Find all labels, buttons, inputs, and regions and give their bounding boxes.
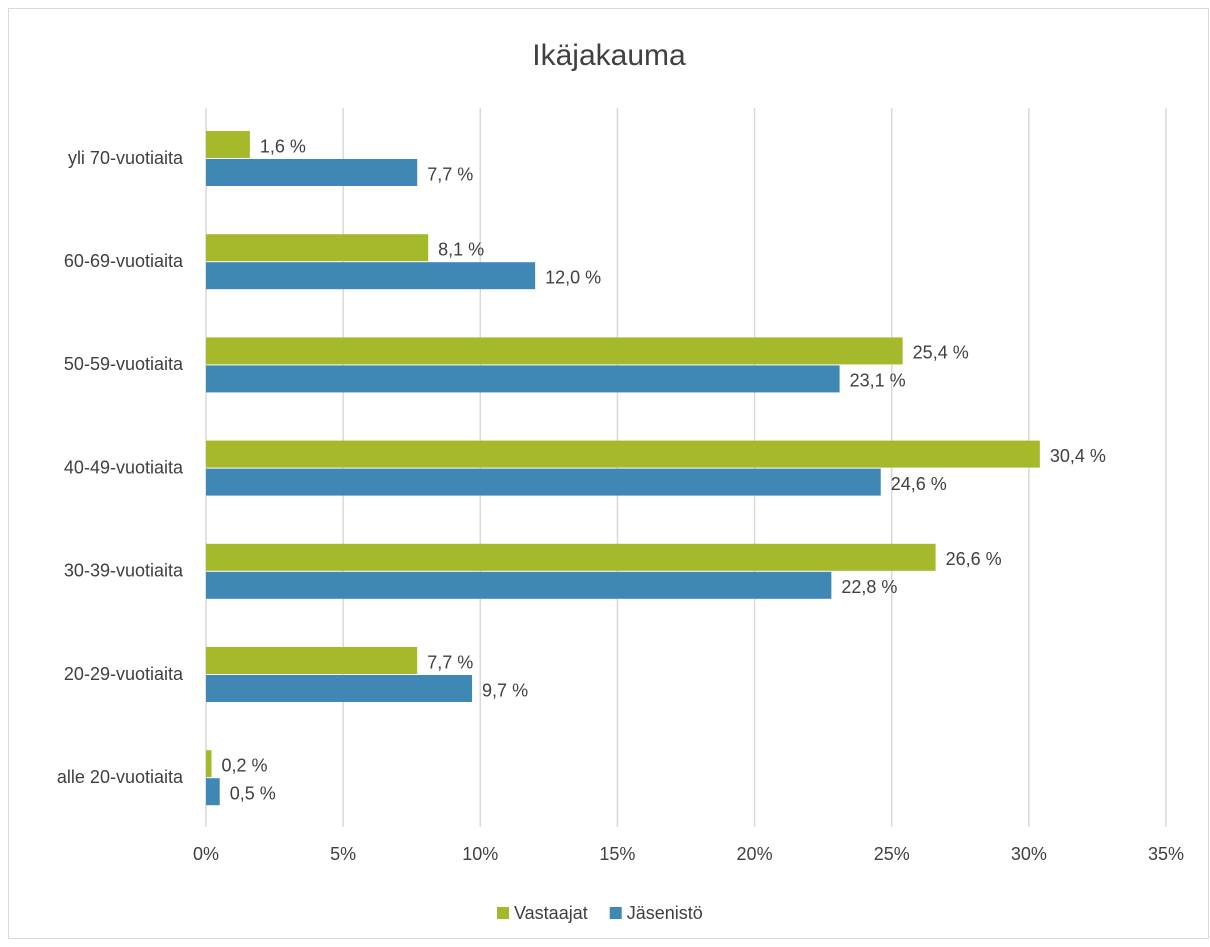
bar bbox=[206, 159, 418, 186]
value-label: 12,0 % bbox=[545, 267, 601, 287]
bar bbox=[206, 468, 881, 496]
bar bbox=[206, 365, 840, 393]
x-tick-label: 5% bbox=[330, 844, 356, 864]
y-tick-label: 50-59-vuotiaita bbox=[64, 354, 184, 374]
bar bbox=[206, 440, 1040, 468]
value-label: 8,1 % bbox=[438, 239, 484, 259]
bar bbox=[206, 647, 418, 674]
x-tick-label: 25% bbox=[874, 844, 910, 864]
bar bbox=[206, 234, 429, 262]
value-label: 25,4 % bbox=[913, 343, 969, 363]
value-label: 1,6 % bbox=[260, 136, 306, 156]
y-tick-label: 30-39-vuotiaita bbox=[64, 561, 184, 581]
bar bbox=[206, 750, 212, 778]
value-label: 0,2 % bbox=[221, 755, 267, 775]
bar bbox=[206, 262, 536, 290]
value-label: 7,7 % bbox=[427, 164, 473, 184]
value-label: 0,5 % bbox=[230, 783, 276, 803]
value-label: 23,1 % bbox=[850, 371, 906, 391]
legend-swatch bbox=[609, 907, 622, 919]
value-label: 26,6 % bbox=[946, 549, 1002, 569]
bar bbox=[206, 778, 220, 806]
y-tick-label: 20-29-vuotiaita bbox=[64, 664, 184, 684]
x-tick-label: 20% bbox=[737, 844, 773, 864]
value-label: 9,7 % bbox=[482, 680, 528, 700]
bar bbox=[206, 337, 903, 365]
legend-label: Vastaajat bbox=[514, 903, 588, 923]
x-tick-label: 10% bbox=[462, 844, 498, 864]
y-tick-label: 60-69-vuotiaita bbox=[64, 251, 184, 271]
y-tick-label: 40-49-vuotiaita bbox=[64, 457, 184, 477]
y-tick-label: yli 70-vuotiaita bbox=[68, 148, 184, 168]
y-tick-label: alle 20-vuotiaita bbox=[57, 767, 184, 787]
x-tick-label: 35% bbox=[1148, 844, 1184, 864]
x-tick-label: 30% bbox=[1011, 844, 1047, 864]
value-label: 30,4 % bbox=[1050, 446, 1106, 466]
legend-label: Jäsenistö bbox=[627, 903, 703, 923]
bar bbox=[206, 543, 936, 571]
chart-title: Ikäjakauma bbox=[532, 39, 686, 72]
x-tick-label: 15% bbox=[599, 844, 635, 864]
legend-swatch bbox=[497, 907, 509, 919]
value-label: 22,8 % bbox=[841, 577, 897, 597]
bar bbox=[206, 131, 250, 158]
value-label: 7,7 % bbox=[427, 652, 473, 672]
bar bbox=[206, 675, 473, 702]
value-label: 24,6 % bbox=[891, 474, 947, 494]
x-tick-label: 0% bbox=[193, 844, 219, 864]
bar bbox=[206, 571, 832, 599]
